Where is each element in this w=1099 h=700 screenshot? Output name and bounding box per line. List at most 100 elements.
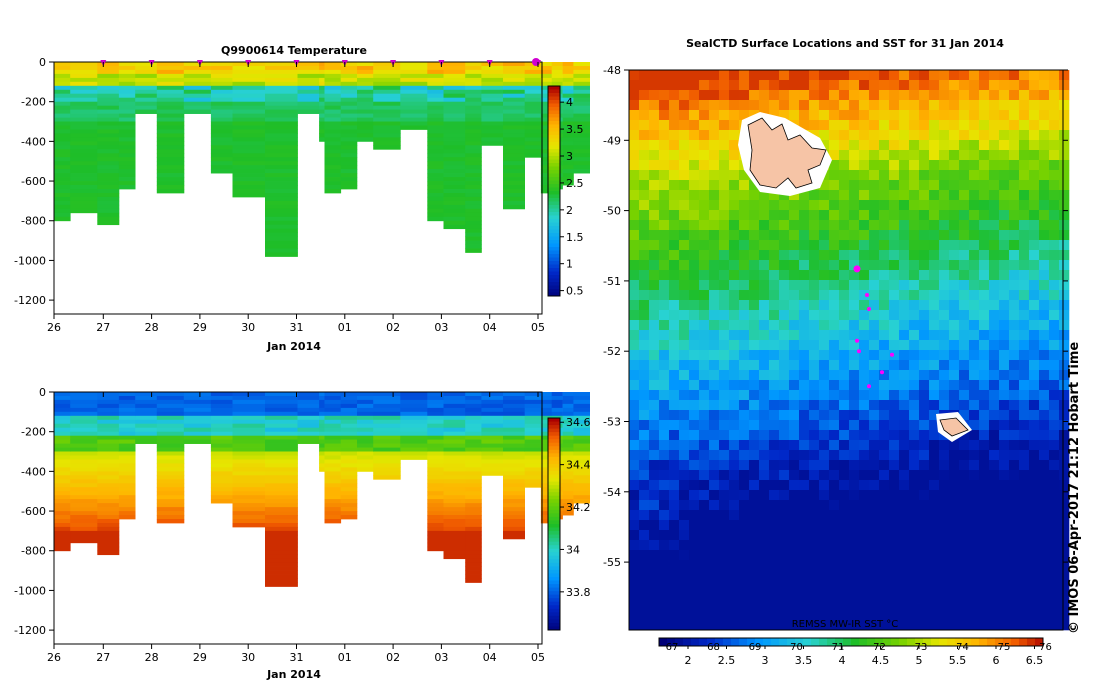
sst-cell [839, 410, 850, 421]
profile-cell [70, 499, 98, 504]
sst-cell [819, 70, 830, 81]
sst-cell [1009, 570, 1020, 581]
sst-cell [729, 450, 740, 461]
profile-cell [324, 403, 342, 409]
profile-cell [427, 85, 444, 91]
profile-cell [265, 419, 298, 425]
profile-cell [465, 97, 482, 103]
colorbar-cell [739, 638, 748, 646]
profile-cell [156, 503, 185, 508]
profile-cell [465, 232, 482, 237]
colorbar-cell [548, 89, 560, 94]
sst-cell [649, 170, 660, 181]
sst-cell [729, 130, 740, 141]
sst-cell [739, 490, 750, 501]
profile-cell [156, 443, 185, 448]
sst-cell [989, 460, 1000, 471]
colorbar-tick-label-f: 70 [790, 642, 803, 653]
profile-cell [357, 451, 374, 456]
profile-cell [503, 439, 525, 444]
sst-cell [719, 500, 730, 511]
profile-cell [540, 189, 553, 194]
profile-cell [340, 435, 358, 441]
sst-cell [919, 520, 930, 531]
sst-cell [919, 140, 930, 151]
profile-cell [465, 455, 482, 460]
profile-cell [324, 447, 342, 452]
sst-cell [629, 230, 640, 241]
sst-cell [849, 490, 860, 501]
profile-cell [573, 479, 590, 484]
sst-cell [859, 420, 870, 431]
sst-cell [719, 320, 730, 331]
sst-cell [1049, 540, 1060, 551]
colorbar-cell [548, 107, 560, 111]
profile-cell [562, 101, 574, 107]
colorbar-cell [548, 275, 560, 279]
profile-cell [540, 141, 553, 146]
sst-cell [899, 250, 910, 261]
sst-cell [799, 490, 810, 501]
sst-cell [649, 540, 660, 551]
profile-cell [443, 467, 466, 472]
sst-cell [669, 120, 680, 131]
sst-cell [1049, 110, 1060, 121]
sst-cell [1009, 250, 1020, 261]
profile-cell [400, 392, 428, 397]
sst-cell [679, 530, 690, 541]
sst-cell [1049, 200, 1060, 211]
profile-cell [481, 451, 504, 456]
profile-cell [265, 511, 298, 516]
profile-cell [319, 447, 325, 452]
sst-cell [739, 250, 750, 261]
colorbar-cell [548, 615, 560, 620]
sst-cell [669, 590, 680, 601]
profile-cell [427, 101, 444, 107]
profile-cell [54, 475, 71, 480]
sst-cell [739, 620, 750, 631]
sst-cell [959, 350, 970, 361]
profile-cell [210, 467, 233, 472]
sst-cell [689, 180, 700, 191]
sst-cell [659, 440, 670, 451]
sst-cell [629, 510, 640, 521]
sst-cell [729, 560, 740, 571]
profile-cell [573, 129, 590, 134]
profile-cell [118, 93, 136, 99]
colorbar-cell [859, 638, 868, 646]
sst-cell [829, 460, 840, 471]
sst-cell [639, 610, 650, 621]
sst-cell [939, 270, 950, 281]
profile-cell [573, 423, 590, 429]
sst-cell [659, 570, 670, 581]
profile-cell [573, 113, 590, 118]
profile-cell [135, 415, 158, 421]
profile-cell [297, 435, 320, 441]
sst-cell [949, 240, 960, 251]
sst-cell [829, 140, 840, 151]
profile-cell [465, 562, 482, 567]
y-tick-label: -1200 [14, 624, 46, 637]
sst-cell [849, 260, 860, 271]
profile-cell [481, 89, 504, 95]
sst-cell [959, 580, 970, 591]
sst-cell [779, 280, 790, 291]
profile-cell [373, 89, 401, 95]
profile-cell [357, 62, 374, 67]
profile-cell [524, 467, 542, 472]
sst-cell [679, 300, 690, 311]
x-tick-label: 01 [338, 321, 352, 334]
profile-cell [562, 181, 574, 186]
sst-cell [1059, 620, 1070, 631]
sst-cell [739, 450, 750, 461]
profile-cell [562, 125, 574, 130]
profile-cell [357, 467, 374, 472]
colorbar-tick-label-c: 6.5 [1026, 654, 1044, 667]
profile-cell [481, 73, 504, 79]
sst-cell [719, 510, 730, 521]
sst-cell [779, 620, 790, 631]
profile-cell [443, 220, 466, 226]
sst-cell [729, 270, 740, 281]
sst-cell [679, 610, 690, 621]
sst-cell [779, 220, 790, 231]
